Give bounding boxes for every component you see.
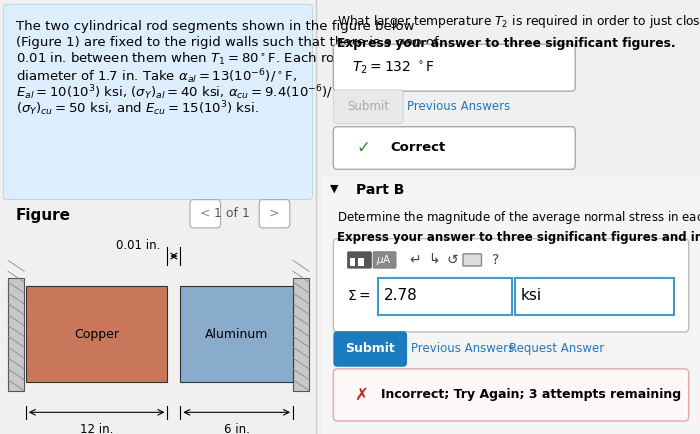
- FancyBboxPatch shape: [333, 331, 407, 367]
- FancyBboxPatch shape: [181, 286, 293, 382]
- Text: Aluminum: Aluminum: [205, 328, 268, 341]
- Text: $\Sigma =$: $\Sigma =$: [346, 289, 370, 303]
- Text: ksi: ksi: [521, 289, 542, 303]
- Text: The two cylindrical rod segments shown in the figure below: The two cylindrical rod segments shown i…: [16, 20, 414, 33]
- Text: ✓: ✓: [356, 139, 370, 157]
- FancyBboxPatch shape: [358, 258, 363, 262]
- FancyBboxPatch shape: [333, 44, 575, 91]
- Text: $\mu$A: $\mu$A: [377, 253, 392, 267]
- Text: Express your answer to three significant figures.: Express your answer to three significant…: [337, 37, 676, 50]
- Text: ↵: ↵: [409, 253, 421, 267]
- Text: diameter of 1.7 in. Take $\alpha_{al} = 13(10^{-6})/^\circ$F,: diameter of 1.7 in. Take $\alpha_{al} = …: [16, 67, 297, 86]
- FancyBboxPatch shape: [293, 278, 309, 391]
- Text: Part B: Part B: [356, 183, 405, 197]
- Text: Request Answer: Request Answer: [509, 342, 604, 355]
- Text: ↺: ↺: [447, 253, 459, 267]
- Text: Submit: Submit: [345, 342, 395, 355]
- FancyBboxPatch shape: [350, 262, 356, 266]
- Text: <: <: [200, 207, 211, 220]
- Text: 0.01 in.: 0.01 in.: [116, 239, 160, 252]
- Text: Submit: Submit: [347, 100, 389, 113]
- FancyBboxPatch shape: [8, 278, 24, 391]
- Text: 2.78: 2.78: [384, 289, 418, 303]
- Text: ✗: ✗: [354, 386, 368, 404]
- FancyBboxPatch shape: [373, 252, 396, 268]
- Text: Express your answer to three significant figures and include appropriate units.: Express your answer to three significant…: [337, 231, 700, 244]
- Text: Previous Answers: Previous Answers: [407, 100, 510, 113]
- Text: Figure: Figure: [16, 208, 71, 224]
- Text: Correct: Correct: [390, 141, 445, 155]
- Text: $(\sigma_Y)_{cu} = 50$ ksi, and $E_{cu} = 15(10^3)$ ksi.: $(\sigma_Y)_{cu} = 50$ ksi, and $E_{cu} …: [16, 99, 259, 118]
- Text: 0.01 in. between them when $T_1 = 80^\circ$F. Each rod has a: 0.01 in. between them when $T_1 = 80^\ci…: [16, 51, 383, 67]
- FancyBboxPatch shape: [26, 286, 167, 382]
- FancyBboxPatch shape: [190, 200, 220, 228]
- Text: 1 of 1: 1 of 1: [214, 207, 250, 220]
- Text: Incorrect; Try Again; 3 attempts remaining: Incorrect; Try Again; 3 attempts remaini…: [381, 388, 680, 401]
- FancyBboxPatch shape: [378, 278, 512, 315]
- Text: Previous Answers: Previous Answers: [411, 342, 514, 355]
- Text: 12 in.: 12 in.: [80, 423, 113, 434]
- FancyBboxPatch shape: [333, 239, 689, 332]
- FancyBboxPatch shape: [333, 90, 403, 124]
- Text: ?: ?: [492, 253, 500, 267]
- FancyBboxPatch shape: [514, 278, 673, 315]
- Text: $E_{al} = 10(10^3)$ ksi, $(\sigma_Y)_{al} = 40$ ksi, $\alpha_{cu} = 9.4(10^{-6}): $E_{al} = 10(10^3)$ ksi, $(\sigma_Y)_{al…: [16, 83, 354, 102]
- Text: Copper: Copper: [74, 328, 119, 341]
- FancyBboxPatch shape: [259, 200, 290, 228]
- FancyBboxPatch shape: [358, 262, 363, 266]
- FancyBboxPatch shape: [333, 127, 575, 169]
- FancyBboxPatch shape: [333, 369, 689, 421]
- Text: 6 in.: 6 in.: [224, 423, 250, 434]
- FancyBboxPatch shape: [322, 176, 700, 434]
- Text: ↳: ↳: [428, 253, 440, 267]
- Text: ▼: ▼: [330, 183, 338, 193]
- Text: (Figure 1) are fixed to the rigid walls such that there is a gap of: (Figure 1) are fixed to the rigid walls …: [16, 36, 439, 49]
- Text: $T_2 = 132\ ^\circ$F: $T_2 = 132\ ^\circ$F: [352, 59, 435, 76]
- FancyBboxPatch shape: [347, 252, 372, 268]
- Text: What larger temperature $T_2$ is required in order to just close the gap?: What larger temperature $T_2$ is require…: [337, 13, 700, 30]
- FancyBboxPatch shape: [463, 254, 482, 266]
- FancyBboxPatch shape: [4, 4, 312, 200]
- Text: Determine the magnitude of the average normal stress in each rod if $T_2 = 250\ : Determine the magnitude of the average n…: [337, 209, 700, 226]
- Text: >: >: [269, 207, 279, 220]
- FancyBboxPatch shape: [350, 258, 356, 262]
